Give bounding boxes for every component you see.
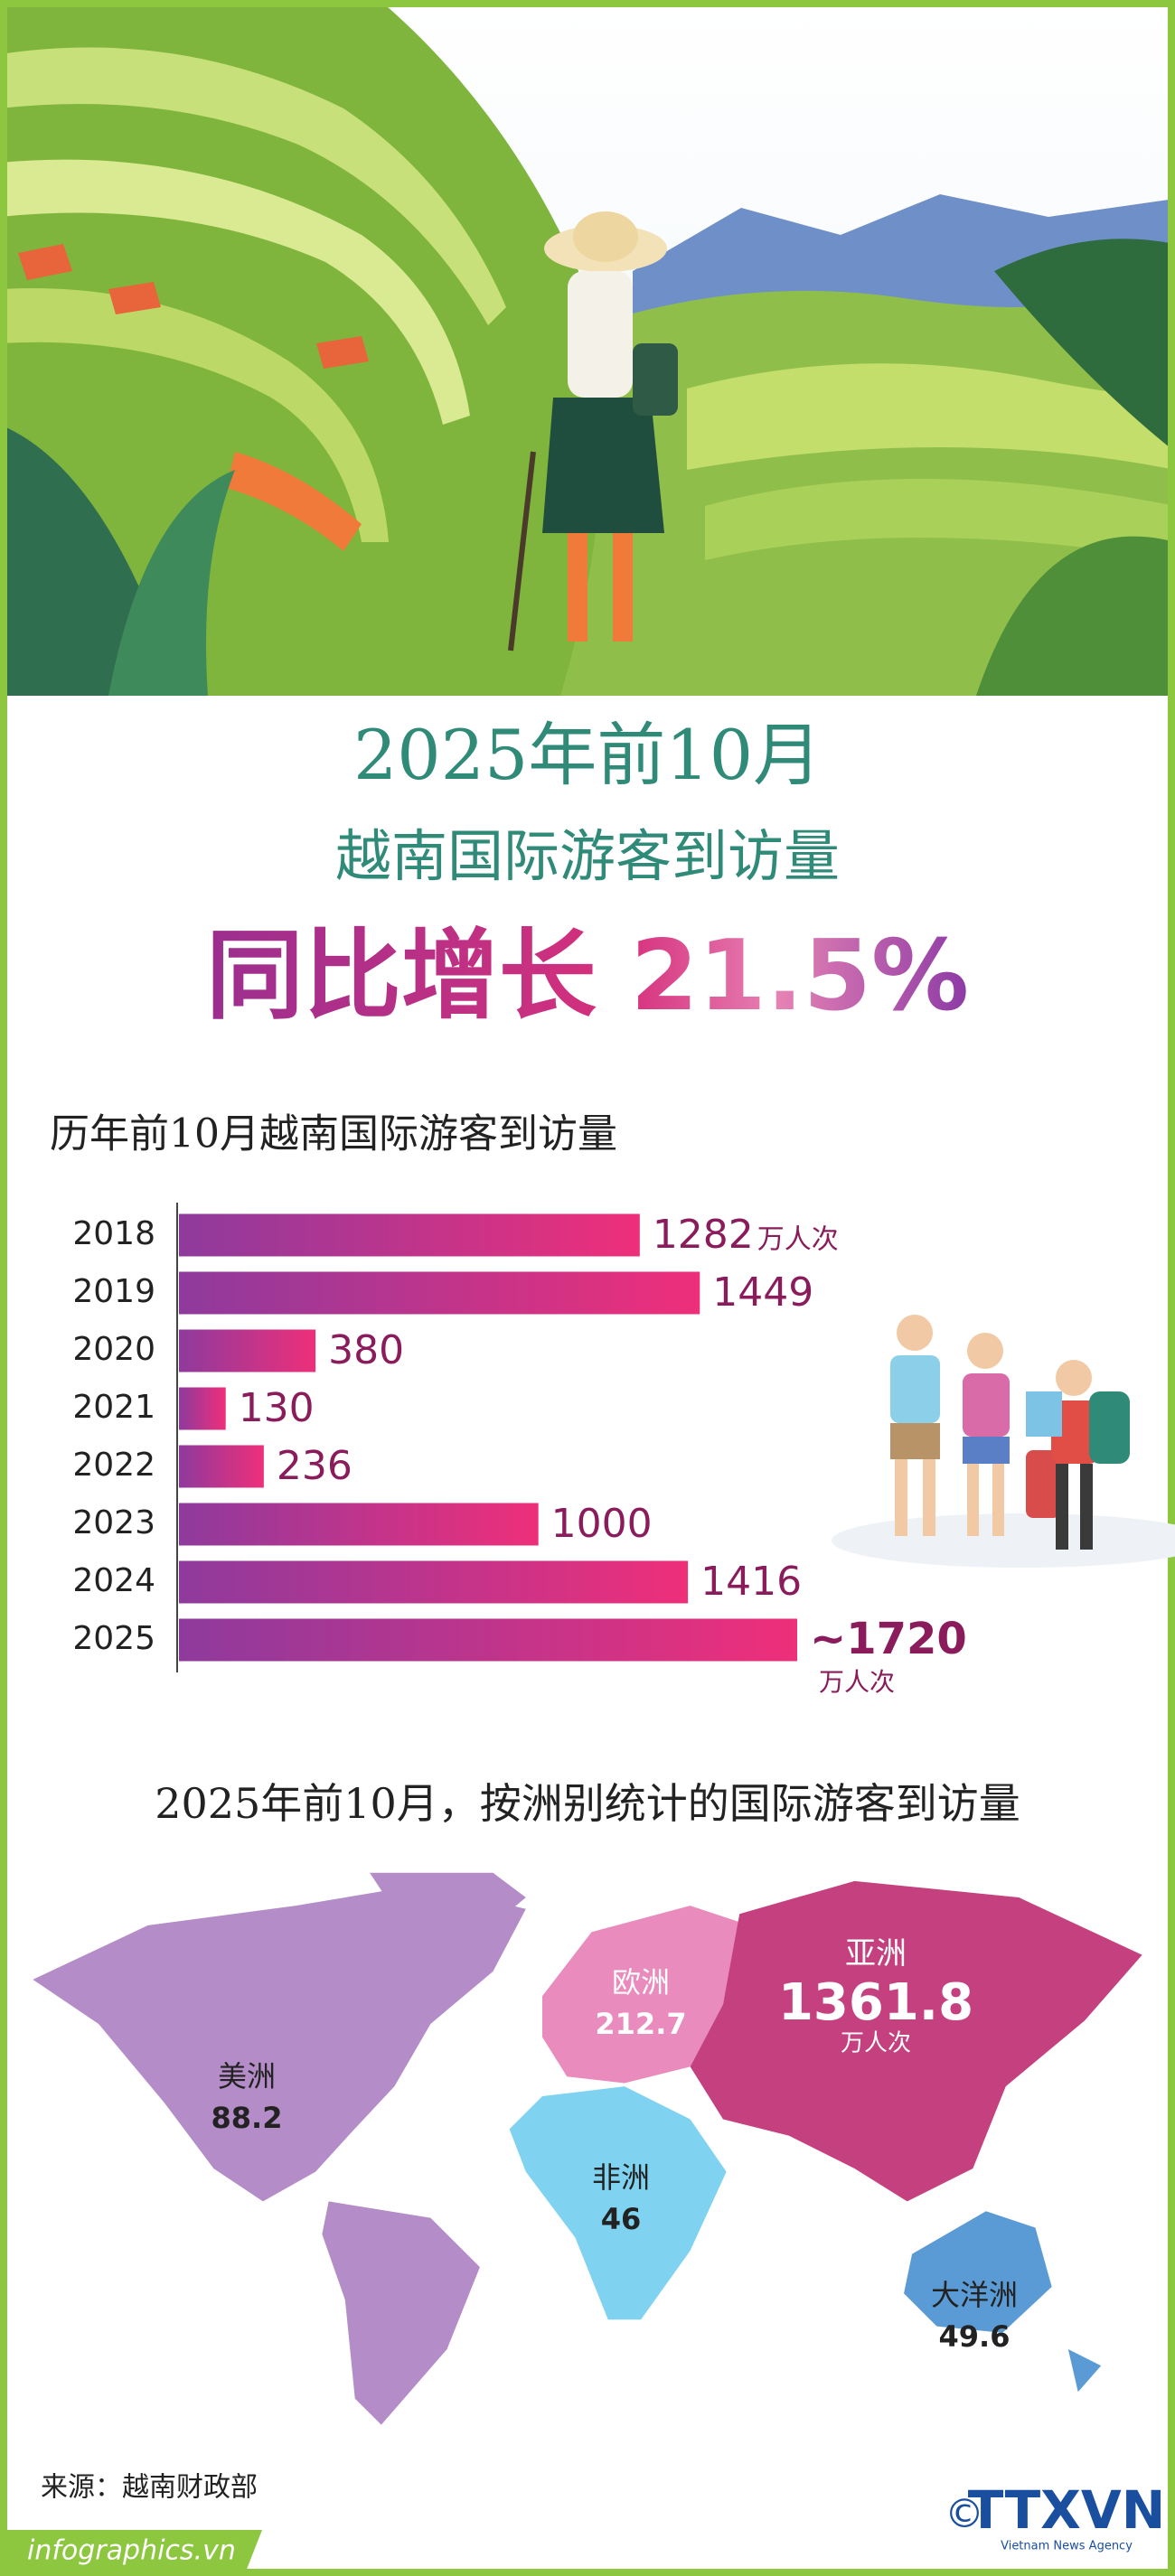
source: 来源：越南财政部: [41, 2472, 258, 2504]
y-tick-label: 2021: [72, 1389, 155, 1426]
headline-growth: 同比增长 21.5%: [206, 920, 969, 1033]
bar: [179, 1329, 316, 1372]
new-zealand: [1067, 2349, 1102, 2393]
value-label: 1416: [700, 1559, 802, 1605]
region-name: 非洲: [592, 2160, 650, 2195]
headline-subject: 越南国际游客到访量: [335, 823, 840, 889]
oceania: [904, 2211, 1052, 2333]
y-tick-label: 2023: [72, 1504, 155, 1541]
unit-label: 万人次: [757, 1224, 839, 1256]
region-name: 亚洲: [845, 1936, 907, 1972]
south-america: [322, 2201, 480, 2425]
region-name: 大洋洲: [931, 2278, 1018, 2312]
bar: [179, 1560, 689, 1604]
region-name: 欧洲: [612, 1965, 670, 2000]
value-label: ~1720: [810, 1614, 967, 1664]
bar: [179, 1387, 226, 1430]
y-tick-label: 2022: [72, 1447, 155, 1484]
bar: [179, 1271, 700, 1315]
y-tick-label: 2019: [72, 1273, 155, 1310]
bar: [179, 1445, 264, 1488]
value-label: 380: [328, 1327, 404, 1373]
region-value: 46: [601, 2202, 642, 2236]
footer-tab: [0, 2530, 262, 2576]
logo: TTXVN: [968, 2479, 1166, 2541]
greenland: [370, 1872, 526, 1939]
y-tick-label: 2025: [72, 1620, 155, 1657]
region-unit: 万人次: [841, 2030, 911, 2057]
travellers-illustration: [832, 1315, 1175, 1568]
value-label: 130: [239, 1385, 315, 1431]
agency: Vietnam News Agency: [1001, 2540, 1133, 2553]
value-label: 236: [277, 1443, 352, 1489]
y-tick-label: 2018: [72, 1215, 155, 1252]
value-label: 1282: [653, 1212, 754, 1258]
y-tick-label: 2020: [72, 1331, 155, 1368]
y-tick-label: 2024: [72, 1562, 155, 1599]
region-name: 美洲: [218, 2059, 276, 2094]
africa: [509, 2086, 727, 2320]
bar: [179, 1618, 797, 1662]
region-value: 1361.8: [778, 1973, 973, 2032]
copyright: ©: [945, 2491, 984, 2537]
value-label: 1449: [712, 1269, 813, 1316]
asia: [690, 1880, 1142, 2202]
site: infographics.vn: [27, 2535, 236, 2567]
headline-period: 2025年前10月: [353, 715, 822, 795]
region-value: 88.2: [212, 2101, 283, 2135]
north-america: [33, 1888, 526, 2202]
region-value: 49.6: [939, 2319, 1010, 2354]
world-map: [33, 1872, 1142, 2425]
bar: [179, 1213, 640, 1257]
header-illustration: [0, 0, 1175, 696]
value-label: 1000: [551, 1501, 653, 1547]
europe: [542, 1906, 740, 2084]
map-title: 2025年前10月，按洲别统计的国际游客到访量: [155, 1779, 1020, 1828]
chart-title: 历年前10月越南国际游客到访量: [50, 1111, 617, 1157]
region-value: 212.7: [595, 2007, 686, 2041]
unit-label: 万人次: [819, 1667, 895, 1697]
bar: [179, 1503, 539, 1546]
